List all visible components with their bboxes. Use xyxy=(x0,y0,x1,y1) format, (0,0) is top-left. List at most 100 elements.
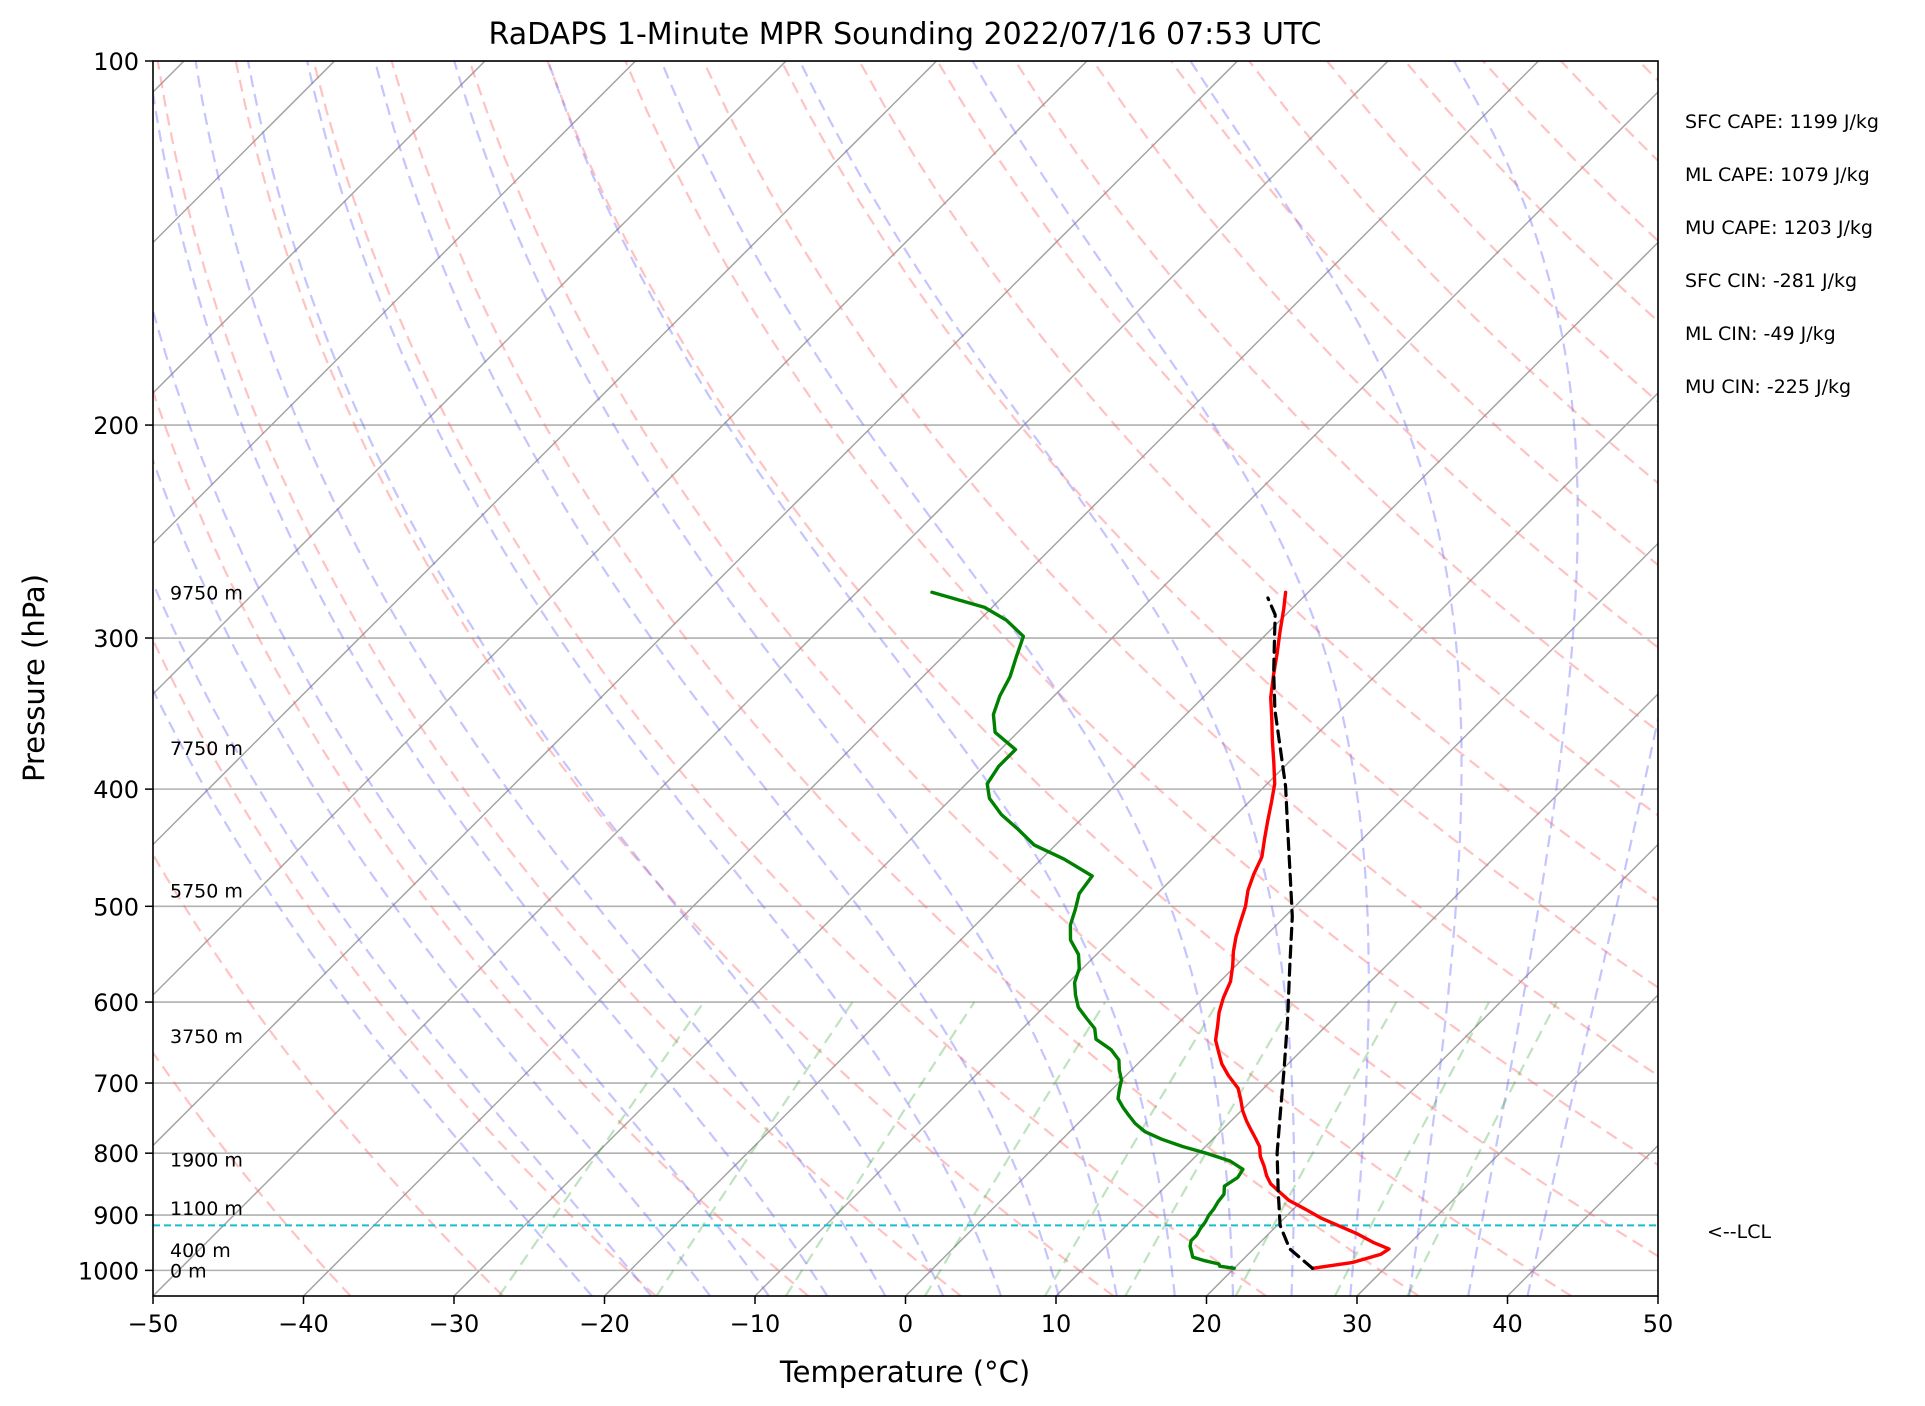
moist-adiabat-line xyxy=(246,61,945,1296)
isotherm-line xyxy=(453,90,1658,1296)
y-axis-label: Pressure (hPa) xyxy=(17,574,51,782)
height-labels: 9750 m 7750 m 5750 m 3750 m 1900 m 1100 m 400 … xyxy=(170,582,243,1282)
plot-frame xyxy=(152,60,1659,1297)
height-label: 1900 m xyxy=(170,1150,243,1172)
isotherm-line xyxy=(1055,692,1658,1296)
dry-adiabat-line xyxy=(1638,61,1658,82)
x-tick-label: −20 xyxy=(579,1310,630,1338)
dry-adiabat-line xyxy=(153,387,810,1296)
index-label: ML CAPE: 1079 J/kg xyxy=(1685,164,1870,186)
y-tick-label: 100 xyxy=(93,48,139,76)
dry-adiabat-line xyxy=(936,61,1658,817)
index-label: MU CIN: -225 J/kg xyxy=(1685,376,1851,398)
isotherm-line xyxy=(153,61,486,395)
dry-adiabat-line xyxy=(624,61,1658,1167)
moist-adiabat-line xyxy=(660,61,1235,1296)
moist-adiabat-line xyxy=(1453,61,1579,1296)
isotherm-line xyxy=(153,61,1239,1147)
x-tick-label: 50 xyxy=(1643,1310,1674,1338)
dry-adiabat-line xyxy=(1795,61,1925,1296)
index-label: SFC CAPE: 1199 J/kg xyxy=(1685,111,1879,133)
dewpoint-profile xyxy=(930,590,1245,1270)
moist-adiabat-line xyxy=(971,61,1370,1296)
dry-adiabat-line xyxy=(390,61,1420,1296)
isotherm-line xyxy=(302,61,1540,1296)
dry-adiabat-line xyxy=(1482,61,1658,243)
parcel-profile xyxy=(1266,596,1315,1270)
x-tick-label: 10 xyxy=(1041,1310,1072,1338)
moist-adiabat-line xyxy=(194,61,887,1296)
sounding-profiles xyxy=(930,590,1391,1270)
x-tick-label: −40 xyxy=(278,1310,329,1338)
moist-adiabat-line xyxy=(1189,61,1463,1296)
dry-adiabat-line xyxy=(702,61,1658,1077)
isotherm-line xyxy=(1356,993,1658,1296)
dry-adiabat-line xyxy=(1717,61,1925,1296)
moist-adiabat-line xyxy=(453,61,1118,1296)
dry-adiabat-line xyxy=(312,61,1267,1296)
mixing-ratio-line xyxy=(498,1001,705,1296)
x-tick-label: −10 xyxy=(730,1310,781,1338)
mixing-ratio-line xyxy=(655,1001,854,1296)
index-label: ML CIN: -49 J/kg xyxy=(1685,323,1836,345)
isotherm-line xyxy=(153,61,637,545)
dry-adiabat-line xyxy=(1248,61,1658,485)
y-tick-label: 200 xyxy=(93,412,139,440)
dry-adiabat-line xyxy=(1873,61,1925,1296)
sounding-indices: SFC CAPE: 1199 J/kg ML CAPE: 1079 J/kg MU … xyxy=(1685,111,1879,398)
moist-adiabat-line xyxy=(153,687,593,1296)
axis-ticks: −50 −40 −30 −20 −10 0 10 20 30 40 50 100 200 300 400 50… xyxy=(78,48,1673,1338)
dry-adiabat-line xyxy=(234,61,1115,1296)
x-axis-label: Temperature (°C) xyxy=(779,1355,1030,1389)
index-label: SFC CIN: -281 J/kg xyxy=(1685,270,1857,292)
dry-adiabat-line xyxy=(1404,61,1658,323)
height-label: 0 m xyxy=(170,1260,207,1282)
moist-adiabat-line xyxy=(153,86,829,1296)
moist-adiabat-line xyxy=(373,61,1060,1296)
x-tick-label: 0 xyxy=(898,1310,913,1338)
mixing-ratio-line xyxy=(1334,1001,1490,1296)
dry-adiabat-line xyxy=(1170,61,1658,567)
isotherm-line xyxy=(153,61,1389,1296)
mixing-ratio-line xyxy=(1406,1001,1558,1296)
height-label: 3750 m xyxy=(170,1026,243,1048)
mixing-ratio-line xyxy=(1234,1001,1398,1296)
y-tick-label: 800 xyxy=(93,1140,139,1168)
dry-adiabat-line xyxy=(780,61,1658,989)
x-tick-label: 30 xyxy=(1342,1310,1373,1338)
dry-adiabat-line xyxy=(153,637,657,1296)
isotherm-line xyxy=(754,391,1658,1296)
dry-adiabat-line xyxy=(1092,61,1658,649)
x-tick-label: 40 xyxy=(1492,1310,1523,1338)
y-tick-label: 600 xyxy=(93,989,139,1017)
y-tick-label: 900 xyxy=(93,1202,139,1230)
height-label: 7750 m xyxy=(170,738,243,760)
moist-adiabat-line xyxy=(547,61,1176,1296)
dry-adiabat-line xyxy=(153,852,504,1296)
dry-adiabat-line xyxy=(153,1050,352,1296)
mixing-ratio-line xyxy=(784,1001,976,1296)
moist-adiabat-line xyxy=(153,457,712,1296)
y-tick-label: 1000 xyxy=(78,1257,139,1285)
dry-adiabat-line xyxy=(1560,61,1658,163)
background-lines xyxy=(153,61,1925,1296)
moist-adiabat-line xyxy=(798,61,1296,1296)
index-label: MU CAPE: 1203 J/kg xyxy=(1685,217,1873,239)
moist-adiabat-line xyxy=(153,580,653,1296)
moist-adiabat-line xyxy=(306,61,1003,1296)
y-tick-label: 400 xyxy=(93,776,139,804)
mixing-ratio-line xyxy=(923,1001,1107,1296)
isotherm-line xyxy=(603,241,1658,1296)
temperature-profile xyxy=(1213,590,1391,1270)
height-label: 1100 m xyxy=(170,1198,243,1220)
dry-adiabat-line xyxy=(1326,61,1658,404)
x-tick-label: −50 xyxy=(128,1310,179,1338)
lcl-label: <--LCL xyxy=(1707,1221,1771,1243)
y-tick-label: 300 xyxy=(93,625,139,653)
isotherm-line xyxy=(153,61,787,696)
dry-adiabat-line xyxy=(858,61,1658,903)
height-label: 9750 m xyxy=(170,582,243,604)
isotherm-line xyxy=(153,61,1088,997)
isotherm-line xyxy=(904,542,1658,1296)
